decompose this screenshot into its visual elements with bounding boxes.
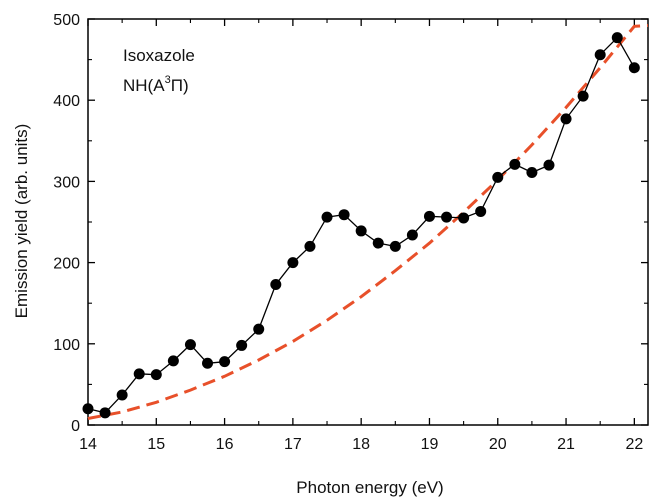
data-point — [458, 212, 470, 224]
data-point — [116, 389, 128, 401]
data-point — [594, 49, 606, 61]
annotation-molecule: Isoxazole — [123, 46, 195, 65]
data-point — [321, 211, 333, 223]
data-point — [492, 171, 504, 183]
data-point — [628, 62, 640, 74]
data-point — [389, 240, 401, 252]
x-tick-label: 18 — [352, 436, 370, 453]
annotation-state-superscript: 3 — [165, 74, 171, 86]
x-tick-label: 22 — [625, 436, 643, 453]
data-point — [184, 339, 196, 351]
annotation-state-suffix: Π) — [171, 76, 189, 95]
data-point — [150, 369, 162, 381]
data-point — [543, 159, 555, 171]
y-tick-label: 500 — [53, 12, 80, 29]
data-point — [219, 356, 231, 368]
data-point — [202, 357, 214, 369]
y-tick-label: 300 — [53, 174, 80, 191]
data-point — [372, 237, 384, 249]
data-series-group — [82, 32, 640, 419]
y-tick-label: 200 — [53, 256, 80, 273]
x-tick-label: 15 — [147, 436, 165, 453]
data-point — [338, 209, 350, 221]
x-tick-label: 17 — [284, 436, 302, 453]
data-point — [355, 225, 367, 237]
data-point — [304, 240, 316, 252]
x-tick-label: 16 — [216, 436, 234, 453]
data-point — [99, 407, 111, 419]
data-point — [406, 229, 418, 241]
data-point — [82, 403, 94, 415]
x-tick-label: 19 — [421, 436, 439, 453]
data-point — [270, 279, 282, 291]
data-point — [236, 339, 248, 351]
x-tick-label: 21 — [557, 436, 575, 453]
x-tick-label: 14 — [79, 436, 97, 453]
x-tick-label: 20 — [489, 436, 507, 453]
data-point — [475, 205, 487, 217]
data-point — [526, 166, 538, 178]
data-point — [509, 158, 521, 170]
data-point — [287, 257, 299, 269]
data-point — [577, 90, 589, 102]
y-tick-label: 100 — [53, 337, 80, 354]
data-point — [133, 368, 145, 380]
annotation-state: NH(A3Π) — [123, 74, 189, 95]
data-point — [441, 211, 453, 223]
data-point — [253, 323, 265, 335]
data-point — [560, 113, 572, 125]
data-point — [167, 355, 179, 367]
annotation-state-prefix: NH(A — [123, 76, 165, 95]
data-point — [611, 32, 623, 44]
x-axis-label: Photon energy (eV) — [296, 478, 443, 497]
fit-curve — [87, 24, 649, 420]
chart-ticks: 14 15 16 17 18 19 20 21 22 0 100 200 300 400 500 — [53, 12, 648, 453]
y-tick-label: 400 — [53, 93, 80, 110]
y-axis-label: Emission yield (arb. units) — [12, 124, 31, 319]
y-tick-label: 0 — [71, 418, 80, 435]
fit-curve-group — [87, 24, 649, 420]
data-point — [423, 210, 435, 222]
